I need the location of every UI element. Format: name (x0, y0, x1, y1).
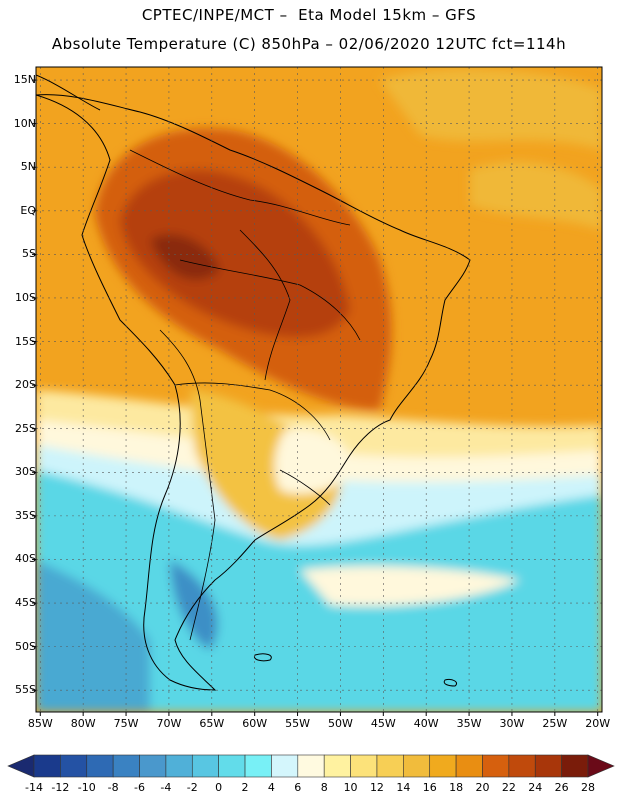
lon-label: 40W (413, 717, 439, 730)
map-frame (35, 66, 603, 713)
axis-ticks (32, 79, 599, 716)
lon-label: 50W (328, 717, 353, 730)
colorbar-swatch (244, 754, 272, 778)
colorbar-label: 18 (449, 781, 464, 794)
hottest-core-amazon (120, 170, 350, 338)
colorbar-swatch (139, 754, 167, 778)
south-georgia (443, 679, 458, 687)
colorbar-label: -8 (107, 781, 119, 794)
colorbar-swatch (191, 754, 219, 778)
colorbar-label: 2 (241, 781, 249, 794)
colorbar-label: 10 (343, 781, 358, 794)
colorbar-swatch (297, 754, 325, 778)
lon-label: 55W (285, 717, 310, 730)
colorbar-label: 12 (369, 781, 384, 794)
colorbar-swatch (508, 754, 536, 778)
lat-label: 35S (15, 508, 36, 522)
warm-land-south (190, 390, 342, 540)
lat-label: EQ (20, 203, 36, 217)
lon-label: 20W (585, 717, 611, 730)
atlantic-band-mid (470, 161, 602, 230)
lon-label: 60W (242, 717, 268, 730)
colorbar-label: 22 (501, 781, 516, 794)
lon-label: 25W (542, 717, 568, 730)
colorbar-label: -6 (134, 781, 145, 794)
country-borders (129, 149, 361, 641)
colorbar-swatch (455, 754, 483, 778)
lat-label: 20S (15, 378, 36, 392)
colorbar-swatch (561, 754, 589, 778)
lat-label: 15N (13, 73, 36, 87)
colorbar-low-arrow (7, 754, 35, 778)
lat-label: 10N (13, 116, 36, 130)
colorbar-label: 20 (475, 781, 490, 794)
colorbar-label: -4 (160, 781, 172, 794)
cold-pacific-south (36, 560, 150, 712)
colorbar-label: 0 (215, 781, 223, 794)
colorbar-label: -10 (77, 781, 96, 794)
lat-label: 50S (15, 639, 36, 653)
chart-subtitle: Absolute Temperature (C) 850hPa – 02/06/… (51, 35, 567, 53)
colorbar-swatch (350, 754, 378, 778)
lon-label: 45W (370, 717, 396, 730)
colorbar-high-arrow (587, 754, 615, 778)
coastlines (36, 74, 471, 691)
atlantic-band-north (380, 69, 602, 150)
colorbar-label: 16 (422, 781, 437, 794)
lat-label: 5S (22, 247, 36, 261)
colorbar-swatch (534, 754, 562, 778)
peak-core (150, 234, 220, 280)
lat-label: 40S (15, 552, 36, 566)
graticule (36, 67, 602, 712)
colorbar-label: 14 (396, 781, 411, 794)
chart-title: CPTEC/INPE/MCT – Eta Model 15km – GFS (141, 6, 477, 24)
lon-label: 35W (456, 717, 482, 730)
lon-label: 65W (199, 717, 225, 730)
lat-label: 5N (20, 160, 36, 174)
lat-label: 10S (15, 290, 36, 304)
lat-label: 30S (15, 465, 36, 479)
warm-tongue-south (300, 565, 520, 607)
lat-label: 55S (15, 683, 36, 697)
colorbar-label: 26 (554, 781, 569, 794)
colorbar-label: 4 (267, 781, 275, 794)
colorbar-swatch (218, 754, 246, 778)
lon-label: 85W (27, 717, 53, 730)
colorbar-swatch (112, 754, 140, 778)
colorbar-label: 24 (528, 781, 543, 794)
colorbar-label: 6 (294, 781, 302, 794)
lat-label: 45S (15, 596, 36, 610)
colorbar-swatch (33, 754, 61, 778)
colorbar-label: 8 (320, 781, 328, 794)
colorbar-swatch (60, 754, 88, 778)
colorbar-swatch (482, 754, 510, 778)
colorbar-swatch (271, 754, 299, 778)
falkland-islands (253, 653, 272, 662)
lon-label: 75W (113, 717, 139, 730)
lon-label: 70W (156, 717, 182, 730)
lon-label: 30W (499, 717, 525, 730)
colorbar-swatch (86, 754, 114, 778)
colorbar (7, 754, 615, 778)
colorbar-swatch (376, 754, 404, 778)
colorbar-swatch (323, 754, 351, 778)
lon-label: 80W (70, 717, 96, 730)
lat-label: 25S (15, 421, 36, 435)
south-america-outline (36, 94, 471, 691)
colorbar-label: 28 (581, 781, 595, 794)
colorbar-label: -2 (186, 781, 198, 794)
colorbar-label: -14 (25, 781, 43, 794)
central-america-coast (36, 74, 101, 111)
colorbar-swatch (429, 754, 457, 778)
lat-label: 15S (15, 334, 36, 348)
colorbar-swatch (403, 754, 431, 778)
temperature-field (36, 67, 602, 712)
cold-ocean-far-south (300, 595, 600, 712)
colorbar-label: -12 (51, 781, 70, 794)
colorbar-swatch (165, 754, 193, 778)
